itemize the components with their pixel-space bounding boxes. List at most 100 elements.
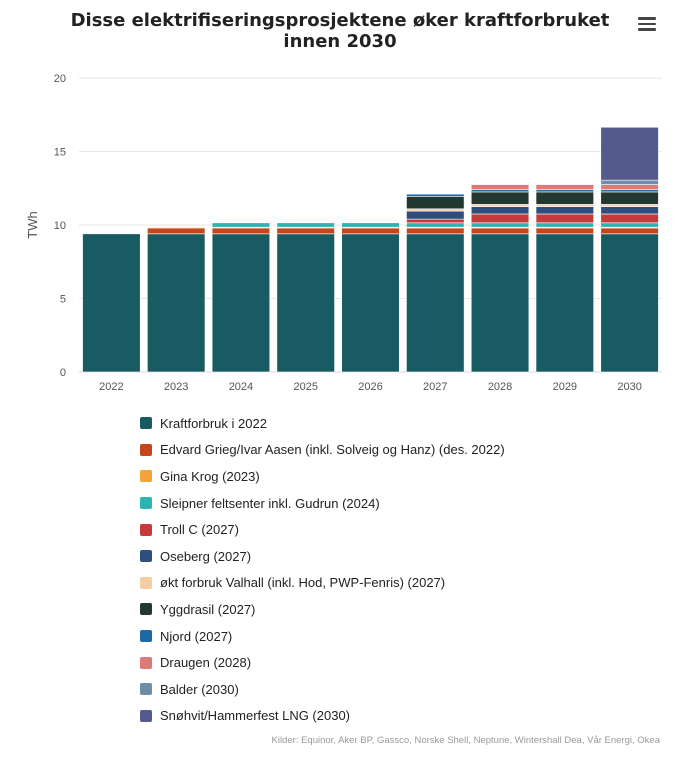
hamburger-menu-icon[interactable] bbox=[636, 14, 658, 36]
legend-label: Gina Krog (2023) bbox=[160, 468, 260, 484]
bar-segment bbox=[406, 218, 465, 224]
legend-label: Troll C (2027) bbox=[160, 522, 239, 538]
legend-item[interactable]: Oseberg (2027) bbox=[140, 543, 505, 570]
chart-credits[interactable]: Kilder: Equinor, Aker BP, Gassco, Norske… bbox=[271, 735, 660, 746]
bar-segment bbox=[600, 184, 659, 191]
y-tick-label: 0 bbox=[60, 367, 66, 379]
x-tick-label: 2030 bbox=[617, 381, 641, 393]
bar-segment bbox=[211, 227, 271, 235]
legend-item[interactable]: Sleipner feltsenter inkl. Gudrun (2024) bbox=[140, 490, 505, 517]
bar-segment bbox=[535, 206, 594, 215]
bar-segment bbox=[600, 222, 659, 228]
y-tick-label: 5 bbox=[60, 294, 66, 306]
bar-segment bbox=[600, 213, 659, 224]
bar-segment bbox=[470, 206, 530, 215]
legend-item[interactable]: Yggdrasil (2027) bbox=[140, 596, 505, 623]
legend-item[interactable]: Balder (2030) bbox=[140, 676, 505, 703]
bar-segment bbox=[406, 208, 465, 212]
chart-legend: Kraftforbruk i 2022 Edvard Grieg/Ivar Aas… bbox=[140, 410, 505, 729]
legend-swatch bbox=[140, 603, 152, 616]
legend-item[interactable]: Snøhvit/Hammerfest LNG (2030) bbox=[140, 703, 505, 730]
bar-segment bbox=[341, 233, 400, 373]
legend-label: økt forbruk Valhall (inkl. Hod, PWP-Fenr… bbox=[160, 575, 446, 591]
bar-segment bbox=[341, 222, 400, 228]
legend-swatch bbox=[140, 656, 152, 669]
bar-segment bbox=[535, 204, 594, 207]
legend-item[interactable]: Njord (2027) bbox=[140, 623, 505, 650]
legend-swatch bbox=[140, 443, 152, 456]
y-axis-title: TWh bbox=[25, 211, 40, 238]
bar-segment bbox=[600, 126, 659, 181]
x-tick-label: 2029 bbox=[553, 381, 577, 393]
bar-segment bbox=[147, 226, 206, 229]
bar-segment bbox=[535, 227, 594, 235]
bar-segment bbox=[600, 191, 659, 205]
legend-item[interactable]: Edvard Grieg/Ivar Aasen (inkl. Solveig o… bbox=[140, 437, 505, 464]
legend-label: Kraftforbruk i 2022 bbox=[160, 415, 267, 431]
bar-segment bbox=[406, 222, 465, 228]
bar-segment bbox=[470, 222, 530, 228]
legend-item[interactable]: Troll C (2027) bbox=[140, 516, 505, 543]
legend-swatch bbox=[140, 576, 152, 589]
bar-segment bbox=[535, 191, 594, 205]
legend-label: Oseberg (2027) bbox=[160, 548, 252, 564]
bar-segment bbox=[470, 184, 530, 191]
legend-swatch bbox=[140, 497, 152, 510]
bar-segment bbox=[211, 233, 271, 373]
bar-segment bbox=[600, 204, 659, 207]
bar-segment bbox=[276, 233, 335, 373]
bar-segment bbox=[470, 189, 530, 193]
bar-segment bbox=[406, 196, 465, 210]
legend-swatch bbox=[140, 550, 152, 563]
legend-label: Snøhvit/Hammerfest LNG (2030) bbox=[160, 708, 351, 724]
legend-label: Njord (2027) bbox=[160, 628, 233, 644]
bar-segment bbox=[470, 233, 530, 373]
bar-segment bbox=[406, 233, 465, 373]
legend-item[interactable]: Gina Krog (2023) bbox=[140, 463, 505, 490]
x-tick-label: 2024 bbox=[229, 381, 253, 393]
bar-segment bbox=[276, 222, 335, 228]
bar-segment bbox=[211, 222, 271, 228]
x-tick-label: 2028 bbox=[488, 381, 512, 393]
bar-segment bbox=[600, 179, 659, 185]
bar-segment bbox=[535, 189, 594, 193]
bar-segment bbox=[470, 227, 530, 235]
legend-swatch bbox=[140, 417, 152, 430]
bar-segment bbox=[276, 227, 335, 235]
legend-swatch bbox=[140, 523, 152, 536]
y-tick-label: 10 bbox=[54, 220, 66, 232]
legend-swatch bbox=[140, 470, 152, 483]
y-tick-label: 20 bbox=[54, 73, 66, 85]
bar-segment bbox=[535, 184, 594, 191]
bar-segment bbox=[470, 204, 530, 207]
bar-segment bbox=[600, 233, 659, 373]
bar-segment bbox=[600, 206, 659, 215]
y-tick-label: 15 bbox=[54, 147, 66, 159]
bar-segment bbox=[341, 227, 400, 235]
bar-segment bbox=[600, 189, 659, 193]
legend-label: Sleipner feltsenter inkl. Gudrun (2024) bbox=[160, 495, 380, 511]
legend-label: Balder (2030) bbox=[160, 681, 239, 697]
legend-item[interactable]: Kraftforbruk i 2022 bbox=[140, 410, 505, 437]
legend-swatch bbox=[140, 683, 152, 696]
legend-swatch bbox=[140, 709, 152, 722]
bar-segment bbox=[406, 193, 465, 197]
bar-segment bbox=[470, 213, 530, 224]
x-tick-label: 2022 bbox=[99, 381, 123, 393]
legend-label: Edvard Grieg/Ivar Aasen (inkl. Solveig o… bbox=[160, 442, 505, 458]
bar-segment bbox=[535, 222, 594, 228]
legend-item[interactable]: Draugen (2028) bbox=[140, 649, 505, 676]
bar-segment bbox=[406, 210, 465, 220]
bar-segment bbox=[470, 191, 530, 205]
bar-segment bbox=[535, 233, 594, 373]
bar-segment bbox=[147, 233, 206, 373]
legend-item[interactable]: økt forbruk Valhall (inkl. Hod, PWP-Fenr… bbox=[140, 570, 505, 597]
legend-label: Yggdrasil (2027) bbox=[160, 601, 256, 617]
bar-segment bbox=[600, 227, 659, 235]
bar-segment bbox=[82, 233, 141, 373]
bar-segment bbox=[535, 213, 594, 224]
bar-segment bbox=[147, 227, 206, 235]
legend-swatch bbox=[140, 630, 152, 643]
x-tick-label: 2027 bbox=[423, 381, 447, 393]
chart-title: Disse elektrifiseringsprosjektene øker k… bbox=[70, 10, 610, 52]
